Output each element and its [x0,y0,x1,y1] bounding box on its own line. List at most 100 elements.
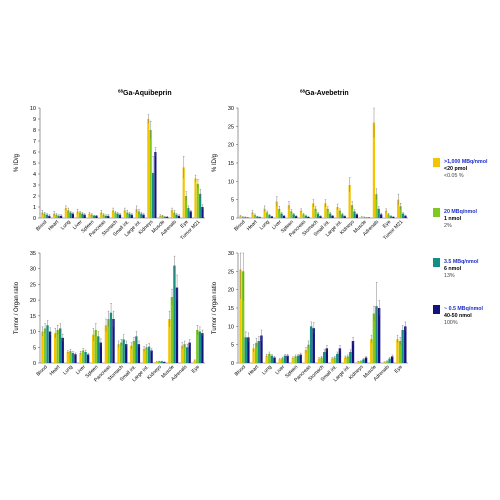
bar [299,354,302,363]
bar [154,152,157,218]
legend-label-activity: 3.5 MBq/nmol [444,259,479,265]
bar [401,330,404,363]
y-tick-label: 25 [30,282,36,288]
x-tick-label: Heart [247,364,260,377]
bar [396,339,399,363]
y-tick-label: 5 [33,345,36,351]
bar [112,319,115,363]
bar [392,216,395,218]
y-tick-label: 7 [33,139,36,145]
bar [147,346,151,363]
y-tick-label: 2 [33,194,36,200]
y-axis-label: Tumor / Organ ratio [212,281,218,334]
bar [388,358,391,363]
bar [175,214,178,218]
bar [291,357,295,363]
bar [155,361,158,363]
y-tick-label: 25 [228,124,234,130]
bar [349,352,352,363]
x-tick-label: Blood [234,364,247,377]
bar [281,358,284,363]
legend-swatch [433,305,440,314]
bar [170,210,173,218]
bar [294,356,297,363]
bar [119,342,123,363]
x-tick-label: Lung [259,219,271,231]
bar [307,216,310,218]
bar [355,214,359,218]
bar [353,211,356,218]
bar [97,336,100,363]
x-tick-label: Eye [179,219,189,229]
bar [140,213,143,218]
bar [329,213,332,218]
bar [189,211,192,218]
bar [170,297,174,363]
bar [135,209,138,218]
bar [92,334,95,363]
bar [111,210,115,218]
bar [384,210,388,218]
legend: >1,000 MBq/nmol<20 pmol<0.05 % 20 MBq/nmo… [433,158,488,326]
legend-label-percent: 13% [444,273,455,279]
legend-label-percent: <0.05 % [444,173,464,179]
bar [251,212,254,218]
bar [128,213,131,218]
y-tick-label: 6 [33,150,36,156]
y-tick-label: 4 [33,172,36,178]
y-tick-label: 1 [33,205,36,211]
bar [149,130,152,218]
bar [114,212,117,218]
bar [302,214,305,218]
legend-label-percent: 100% [444,320,458,326]
bar [389,216,393,218]
y-tick-label: 0 [33,361,36,367]
bar [307,344,310,363]
y-tick-label: 5 [231,198,234,204]
bar [180,345,184,363]
bar [116,213,119,218]
bar [45,214,49,218]
bar [268,353,271,363]
bar [201,333,204,363]
bar [41,212,44,218]
y-tick-label: 15 [228,161,234,167]
bar [346,356,349,363]
bar [184,196,188,218]
bar [182,167,185,218]
y-tick-label: 10 [228,324,234,330]
bar [320,357,323,363]
x-tick-label: Blood [35,364,48,377]
bar [168,319,171,363]
bar [253,215,257,218]
bar [118,214,122,218]
y-tick-label: 0 [33,216,36,222]
bar [333,357,336,363]
bar [256,216,259,218]
bar [287,205,291,218]
bar [88,213,91,218]
x-tick-label: Eye [394,364,404,374]
bar [330,358,334,363]
bar [43,328,47,363]
bar [81,350,85,363]
legend-swatch [433,208,440,217]
bar [194,178,197,218]
bar [397,199,400,218]
bar [324,203,327,218]
bar [188,342,191,363]
bar [109,312,113,363]
x-tick-label: Eye [382,219,392,229]
bar [260,335,263,363]
bar [283,355,287,363]
legend-label-activity: ~ 0.5 MBq/nmol [444,306,484,312]
bar [84,352,87,363]
bar [336,207,339,218]
bar [241,271,245,363]
legend-label-percent: 2% [444,223,452,229]
y-tick-label: 10 [30,106,36,112]
bar [122,339,125,363]
bar [309,326,313,363]
bar [123,210,126,218]
